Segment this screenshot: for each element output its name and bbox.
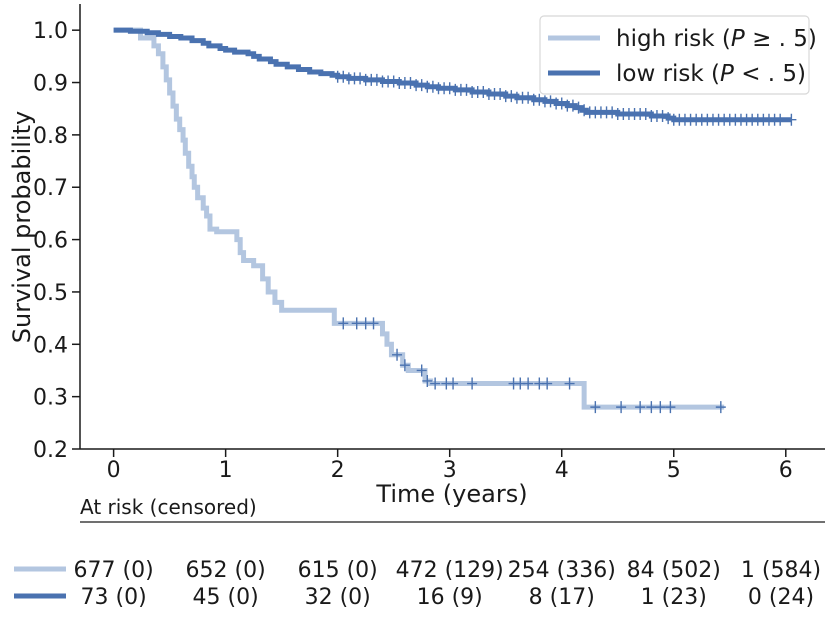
- censor-marker-high-risk: [542, 377, 553, 390]
- legend-label-high-risk: high risk (P ≥ . 5): [616, 26, 817, 52]
- censor-marker-low-risk: [416, 79, 427, 92]
- censor-marker-high-risk: [368, 317, 379, 330]
- censor-marker-high-risk: [448, 377, 459, 390]
- y-tick-label: 0.2: [33, 438, 68, 463]
- censor-marker-low-risk: [534, 93, 545, 106]
- risk-table-title: At risk (censored): [80, 495, 257, 519]
- censor-marker-low-risk: [506, 90, 517, 103]
- censor-marker-low-risk: [427, 80, 438, 93]
- y-tick-label: 0.8: [33, 124, 68, 149]
- censor-marker-low-risk: [461, 83, 472, 96]
- legend-label-low-risk: low risk (P < . 5): [616, 61, 806, 87]
- censor-marker-high-risk: [616, 401, 627, 414]
- censor-marker-low-risk: [567, 99, 578, 112]
- y-axis-label: Survival probability: [8, 111, 36, 343]
- censor-marker-low-risk: [556, 97, 567, 110]
- censor-marker-high-risk: [430, 377, 441, 390]
- censor-marker-low-risk: [355, 72, 366, 85]
- censor-marker-high-risk: [523, 377, 534, 390]
- risk-cells: 677 (0) 652 (0) 615 (0) 472 (129) 254 (336) 8…: [74, 558, 822, 610]
- risk-cell-high-risk: 652 (0): [186, 558, 266, 583]
- censor-marker-high-risk: [715, 401, 726, 414]
- risk-cell-high-risk: 1 (584): [741, 558, 821, 583]
- censor-marker-low-risk: [775, 113, 786, 126]
- censor-marker-low-risk: [371, 73, 382, 86]
- censor-marker-high-risk: [351, 317, 362, 330]
- censor-marker-low-risk: [444, 82, 455, 95]
- censor-marker-high-risk: [399, 359, 410, 372]
- y-tick-label: 0.5: [33, 281, 68, 306]
- risk-cell-low-risk: 1 (23): [641, 585, 707, 610]
- censor-marker-low-risk: [388, 75, 399, 88]
- censor-marker-high-risk: [635, 401, 646, 414]
- censor-marker-low-risk: [405, 77, 416, 90]
- risk-cell-high-risk: 254 (336): [508, 558, 616, 583]
- y-tick-label: 0.7: [33, 176, 68, 201]
- censor-marker-low-risk: [573, 101, 584, 114]
- x-tick-label: 1: [219, 458, 233, 483]
- plot-area: [113, 27, 797, 414]
- y-tick-label: 0.6: [33, 229, 68, 254]
- risk-cell-low-risk: 73 (0): [81, 585, 147, 610]
- risk-cell-high-risk: 677 (0): [74, 558, 154, 583]
- risk-cell-high-risk: 84 (502): [627, 558, 721, 583]
- risk-cell-high-risk: 615 (0): [298, 558, 378, 583]
- risk-table: At risk (censored) 677 (0) 652 (0) 615 (0)…: [14, 495, 825, 610]
- censor-marker-low-risk: [338, 70, 349, 83]
- risk-cell-low-risk: 16 (9): [417, 585, 483, 610]
- risk-cell-low-risk: 45 (0): [193, 585, 259, 610]
- legend-frame: [539, 15, 810, 95]
- x-axis-label: Time (years): [375, 480, 527, 508]
- y-tick-label: 0.9: [33, 72, 68, 97]
- risk-cell-high-risk: 472 (129): [396, 558, 504, 583]
- y-ticks: 0.2 0.3 0.4 0.5 0.6 0.7 0.8 0.9 1.0: [33, 19, 80, 463]
- censor-marker-high-risk: [338, 317, 349, 330]
- censor-marker-high-risk: [416, 364, 427, 377]
- censor-marker-high-risk: [392, 348, 403, 361]
- x-tick-label: 0: [107, 458, 121, 483]
- x-tick-label: 4: [555, 458, 569, 483]
- x-tick-label: 3: [443, 458, 457, 483]
- censor-marker-high-risk: [646, 401, 657, 414]
- survival-curve-high-risk: [113, 27, 725, 410]
- censor-marker-low-risk: [545, 95, 556, 108]
- x-tick-label: 2: [331, 458, 345, 483]
- x-tick-label: 5: [667, 458, 681, 483]
- censor-marker-low-risk: [640, 107, 651, 120]
- censor-marker-low-risk: [523, 91, 534, 104]
- censor-marker-high-risk: [467, 377, 478, 390]
- censor-marker-low-risk: [579, 104, 590, 117]
- censor-marker-high-risk: [665, 401, 676, 414]
- censor-marker-low-risk: [657, 110, 668, 123]
- censor-marker-high-risk: [655, 401, 666, 414]
- y-tick-label: 0.3: [33, 386, 68, 411]
- x-ticks: 0 1 2 3 4 5 6: [107, 449, 793, 483]
- censor-marker-low-risk: [495, 88, 506, 101]
- axes: 0 1 2 3 4 5 6 0.2 0.3 0.4 0.5 0.6 0.7 0.8 0.9 1.0 Time…: [8, 4, 825, 508]
- censor-marker-low-risk: [663, 112, 674, 125]
- censor-marker-high-risk: [564, 377, 575, 390]
- censor-marker-low-risk: [607, 106, 618, 119]
- legend: high risk (P ≥ . 5) low risk (P < . 5): [539, 15, 817, 95]
- x-tick-label: 6: [779, 458, 793, 483]
- y-tick-label: 0.4: [33, 333, 68, 358]
- censor-marker-high-risk: [590, 401, 601, 414]
- censor-marker-low-risk: [478, 85, 489, 98]
- censor-marker-high-risk: [422, 374, 433, 387]
- censor-marker-low-risk: [786, 113, 797, 126]
- risk-cell-low-risk: 32 (0): [305, 585, 371, 610]
- risk-cell-low-risk: 0 (24): [748, 585, 814, 610]
- risk-cell-low-risk: 8 (17): [529, 585, 595, 610]
- y-tick-label: 1.0: [33, 19, 68, 44]
- series-layer: [113, 27, 797, 414]
